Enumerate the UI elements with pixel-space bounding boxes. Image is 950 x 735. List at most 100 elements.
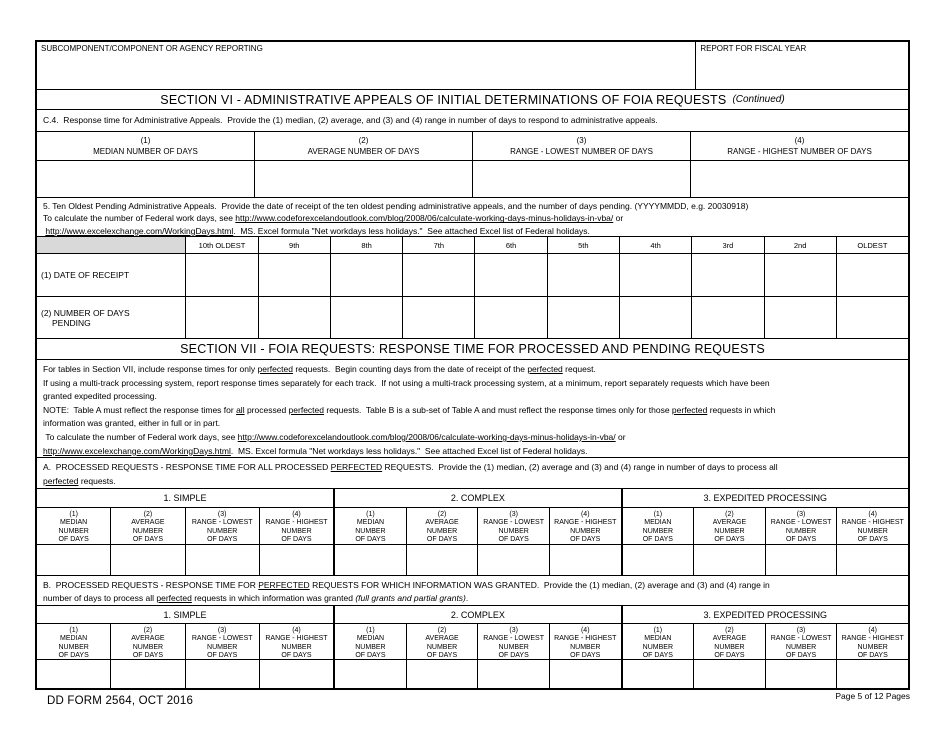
oldest-input-r2-c4[interactable] xyxy=(403,297,476,338)
text-run: To calculate the number of Federal work … xyxy=(43,213,236,224)
table-a-group-3-subheader-row: (1) MEDIAN NUMBER OF DAYS (2) AVERAGE NUMBER OF… xyxy=(622,508,908,545)
table-a-g1-input-1[interactable] xyxy=(37,545,112,575)
table-b-group-1-title: 1. SIMPLE xyxy=(37,606,334,624)
text-run: perfected xyxy=(671,404,708,415)
table-b-group-3-value-row xyxy=(623,660,908,688)
report-header-row: SUBCOMPONENT/COMPONENT OR AGENCY REPORTI… xyxy=(37,42,908,90)
table-b-g1-input-1[interactable] xyxy=(37,660,112,688)
oldest-input-r1-c10[interactable] xyxy=(837,254,908,296)
response-input-4[interactable] xyxy=(691,161,908,197)
hyperlink[interactable]: http://www.codeforexcelandoutlook.com/bl… xyxy=(235,213,614,224)
text-run: . xyxy=(465,593,469,603)
table-a-g2-input-4[interactable] xyxy=(550,545,621,575)
table-b-g2-input-1[interactable] xyxy=(335,660,407,688)
table-a-g2-input-3[interactable] xyxy=(478,545,550,575)
table-b-g3-input-2[interactable] xyxy=(694,660,766,688)
text-run: request. xyxy=(562,364,596,374)
response-input-3[interactable] xyxy=(473,161,691,197)
text-run: A. PROCESSED REQUESTS - RESPONSE TIME FO… xyxy=(43,462,331,472)
table-a-group-3-value-row xyxy=(623,545,908,575)
response-col-1-header: (1) MEDIAN NUMBER OF DAYS xyxy=(37,132,255,160)
table-a-g1-input-3[interactable] xyxy=(186,545,260,575)
table-a-g1-col2-header: (2) AVERAGE NUMBER OF DAYS xyxy=(111,508,186,544)
table-b-g2-input-4[interactable] xyxy=(550,660,621,688)
oldest-input-r2-c10[interactable] xyxy=(837,297,908,338)
text-line: A. PROCESSED REQUESTS - RESPONSE TIME FO… xyxy=(43,461,908,475)
page-indicator: Page 5 of 12 Pages xyxy=(835,691,910,701)
oldest-col-header-9: 2nd xyxy=(765,237,837,253)
oldest-input-r2-c1[interactable] xyxy=(186,297,259,338)
text-run: For tables in Section VII, include respo… xyxy=(43,364,258,374)
section-vi-title: SECTION VI - ADMINISTRATIVE APPEALS OF I… xyxy=(160,92,727,107)
table-b-group-1: 1. SIMPLE (1) MEDIAN NUMBER OF DAYS (2) AVERAG… xyxy=(37,606,334,688)
text-run: processed xyxy=(244,404,289,415)
text-run: perfected xyxy=(288,404,324,415)
dd-form-2564-page: SUBCOMPONENT/COMPONENT OR AGENCY REPORTI… xyxy=(35,40,910,690)
table-b-g2-col3-header: (3) RANGE - LOWEST NUMBER OF DAYS xyxy=(478,624,550,659)
table-b-g1-input-4[interactable] xyxy=(260,660,333,688)
oldest-input-r1-c2[interactable] xyxy=(259,254,331,296)
table-a-g3-input-3[interactable] xyxy=(766,545,838,575)
oldest-input-r1-c3[interactable] xyxy=(331,254,404,296)
text-run: requests. Table B is a sub-set of Table … xyxy=(324,404,672,415)
table-a-g3-input-1[interactable] xyxy=(623,545,695,575)
response-input-1[interactable] xyxy=(37,161,255,197)
table-a-g3-col2-header: (2) AVERAGE NUMBER OF DAYS xyxy=(694,508,766,544)
fiscal-year-field[interactable]: REPORT FOR FISCAL YEAR xyxy=(696,42,908,89)
table-a-g1-input-4[interactable] xyxy=(260,545,333,575)
oldest-input-r2-c5[interactable] xyxy=(475,297,548,338)
table-a-group-2: 2. COMPLEX (1) MEDIAN NUMBER OF DAYS (2) AVERA… xyxy=(333,489,621,575)
text-run: perfected xyxy=(257,364,293,374)
oldest-input-r1-c1[interactable] xyxy=(186,254,259,296)
table-b-grid: 1. SIMPLE (1) MEDIAN NUMBER OF DAYS (2) AVERAG… xyxy=(37,606,908,688)
section-vii-intro-text: For tables in Section VII, include respo… xyxy=(37,360,908,458)
subcomponent-field[interactable]: SUBCOMPONENT/COMPONENT OR AGENCY REPORTI… xyxy=(37,42,697,89)
oldest-input-r1-c5[interactable] xyxy=(475,254,548,296)
form-number: DD FORM 2564, OCT 2016 xyxy=(47,695,194,707)
table-b-g2-col2-header: (2) AVERAGE NUMBER OF DAYS xyxy=(407,624,479,659)
oldest-input-r2-c6[interactable] xyxy=(548,297,620,338)
table-a-group-2-subheader-row: (1) MEDIAN NUMBER OF DAYS (2) AVERAGE NUMBER OF… xyxy=(335,508,621,545)
table-a-g3-input-2[interactable] xyxy=(694,545,766,575)
table-b-g2-input-2[interactable] xyxy=(407,660,479,688)
table-b-group-3-title: 3. EXPEDITED PROCESSING xyxy=(622,606,908,624)
text-line: number of days to process all perfected … xyxy=(43,592,908,606)
table-a-g2-input-1[interactable] xyxy=(335,545,407,575)
table-b-g3-input-4[interactable] xyxy=(837,660,908,688)
table-b-g1-input-2[interactable] xyxy=(111,660,186,688)
oldest-input-r1-c4[interactable] xyxy=(403,254,476,296)
table-a-group-1-value-row xyxy=(37,545,333,575)
table-a-g3-input-4[interactable] xyxy=(837,545,908,575)
table-b-g3-input-3[interactable] xyxy=(766,660,838,688)
text-run: If using a multi-track processing system… xyxy=(43,377,770,388)
hyperlink[interactable]: http://www.excelexchange.com/WorkingDays… xyxy=(45,225,234,236)
response-col-2-header: (2) AVERAGE NUMBER OF DAYS xyxy=(255,132,473,160)
oldest-col-header-2: 9th xyxy=(259,237,331,253)
oldest-input-r2-c9[interactable] xyxy=(765,297,837,338)
oldest-input-r1-c6[interactable] xyxy=(548,254,620,296)
text-line: perfected requests. xyxy=(43,475,908,489)
table-b-g3-input-1[interactable] xyxy=(623,660,695,688)
table-a-g1-input-2[interactable] xyxy=(111,545,186,575)
oldest-input-r1-c8[interactable] xyxy=(692,254,765,296)
hyperlink[interactable]: http://www.codeforexcelandoutlook.com/bl… xyxy=(237,431,616,442)
oldest-input-r2-c8[interactable] xyxy=(692,297,765,338)
oldest-input-r1-c7[interactable] xyxy=(620,254,693,296)
table-b-g1-input-3[interactable] xyxy=(186,660,260,688)
oldest-input-r1-c9[interactable] xyxy=(765,254,837,296)
table-b-g1-col1-header: (1) MEDIAN NUMBER OF DAYS xyxy=(37,624,112,659)
hyperlink[interactable]: http://www.excelexchange.com/WorkingDays… xyxy=(43,445,231,456)
oldest-col-header-10: OLDEST xyxy=(857,240,888,250)
table-a-g2-input-2[interactable] xyxy=(407,545,479,575)
oldest-input-r2-c2[interactable] xyxy=(259,297,331,338)
text-line: To calculate the number of Federal work … xyxy=(43,212,908,224)
table-b-g2-input-3[interactable] xyxy=(478,660,550,688)
text-run: To calculate the number of Federal work … xyxy=(43,431,238,442)
text-run: PERFECTED xyxy=(258,579,310,590)
response-input-2[interactable] xyxy=(255,161,473,197)
oldest-input-r2-c7[interactable] xyxy=(620,297,693,338)
text-run: requests. Begin counting days from the d… xyxy=(292,364,528,374)
oldest-input-r2-c3[interactable] xyxy=(331,297,404,338)
table-b-group-1-value-row xyxy=(37,660,333,688)
table-a-g2-col2-header: (2) AVERAGE NUMBER OF DAYS xyxy=(407,508,479,544)
